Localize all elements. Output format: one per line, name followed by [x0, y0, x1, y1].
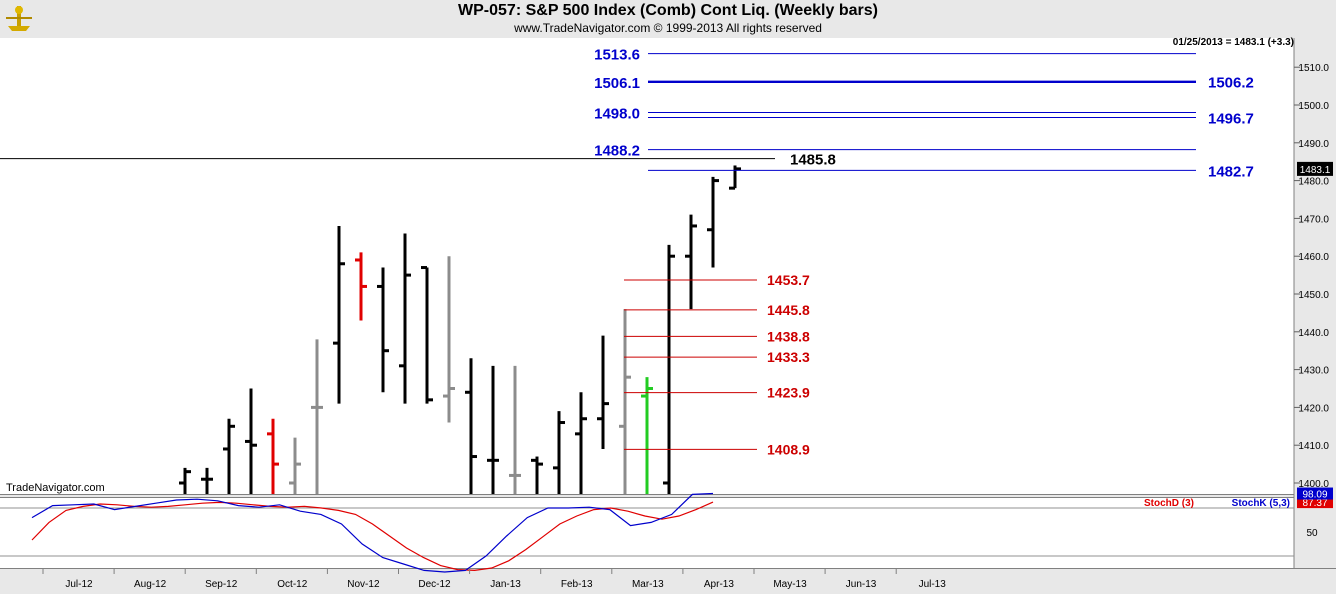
- header: WP-057: S&P 500 Index (Comb) Cont Liq. (…: [0, 0, 1336, 38]
- blue-level-label: 1513.6: [594, 47, 640, 64]
- y-tick-label: 1470.0: [1298, 214, 1329, 225]
- blue-level-label: 1498.0: [594, 106, 640, 123]
- y-tick-label: 1400.0: [1298, 479, 1329, 490]
- x-tick-label: Jul-12: [65, 579, 93, 590]
- y-tick-label: 1420.0: [1298, 403, 1329, 414]
- stoch-series-line: [31, 492, 714, 573]
- blue-level-label: 1496.7: [1208, 110, 1254, 127]
- y-tick-label: 1450.0: [1298, 290, 1329, 301]
- stoch-value-label: 98.09: [1302, 490, 1327, 501]
- x-tick-label: Feb-13: [561, 579, 593, 590]
- x-tick-label: Jan-13: [490, 579, 521, 590]
- red-level-label: 1408.9: [767, 441, 810, 457]
- red-level-label: 1445.8: [767, 302, 810, 318]
- x-tick-label: Apr-13: [704, 579, 734, 590]
- y-tick-label: 1460.0: [1298, 252, 1329, 263]
- red-level-label: 1433.3: [767, 349, 810, 365]
- last-price-label: 01/25/2013 = 1483.1 (+3.3): [1173, 37, 1294, 48]
- stoch-y-tick-label: 50: [1306, 528, 1318, 539]
- y-axis-area: [1294, 38, 1336, 568]
- red-level-label: 1423.9: [767, 385, 810, 401]
- tradenavigator-logo-icon: [4, 4, 34, 34]
- stochk-legend: StochK (5,3): [1232, 498, 1290, 509]
- y-tick-label: 1490.0: [1298, 139, 1329, 150]
- y-tick-label: 1510.0: [1298, 63, 1329, 74]
- chart-title: WP-057: S&P 500 Index (Comb) Cont Liq. (…: [458, 2, 878, 19]
- x-tick-label: Dec-12: [418, 579, 451, 590]
- x-tick-label: Mar-13: [632, 579, 664, 590]
- y-tick-label: 1480.0: [1298, 177, 1329, 188]
- y-tick-label: 1500.0: [1298, 101, 1329, 112]
- last-price-badge: [1297, 161, 1333, 176]
- blue-level-label: 1488.2: [594, 143, 640, 160]
- blue-level-label: 1482.7: [1208, 163, 1254, 180]
- x-tick-label: Nov-12: [347, 579, 380, 590]
- stoch-series-line: [31, 501, 714, 572]
- blue-level-label: 1506.2: [1208, 75, 1254, 92]
- blue-level-label: 1506.1: [594, 75, 640, 92]
- stochd-legend: StochD (3): [1144, 498, 1194, 509]
- stoch-value-label: 87.37: [1302, 498, 1327, 509]
- x-tick-label: Aug-12: [134, 579, 167, 590]
- y-tick-label: 1440.0: [1298, 328, 1329, 339]
- y-tick-label: 1430.0: [1298, 366, 1329, 377]
- black-level-label: 1485.8: [790, 152, 836, 169]
- y-tick-label: 1410.0: [1298, 441, 1329, 452]
- chart-subtitle: www.TradeNavigator.com © 1999-2013 All r…: [514, 21, 822, 35]
- x-tick-label: Oct-12: [277, 579, 307, 590]
- x-tick-label: May-13: [773, 579, 807, 590]
- watermark: TradeNavigator.com: [6, 482, 105, 494]
- x-tick-label: Jul-13: [919, 579, 947, 590]
- red-level-label: 1438.8: [767, 328, 810, 344]
- x-tick-label: Sep-12: [205, 579, 238, 590]
- stoch-value-badge: [1297, 487, 1333, 500]
- x-tick-label: Jun-13: [846, 579, 877, 590]
- last-price-badge-label: 1483.1: [1300, 165, 1331, 176]
- red-level-label: 1453.7: [767, 272, 810, 288]
